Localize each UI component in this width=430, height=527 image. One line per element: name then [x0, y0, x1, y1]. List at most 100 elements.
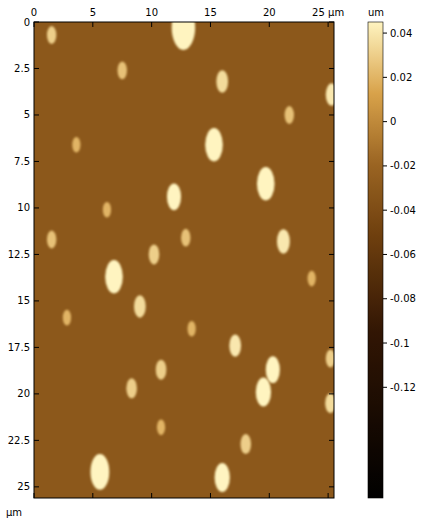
x-tick-label: 15 [204, 7, 217, 18]
particle [215, 463, 230, 492]
y-tick-label: 25 [17, 481, 30, 492]
x-tick [34, 493, 35, 498]
colorbar-tick [383, 77, 387, 78]
particle [308, 271, 316, 287]
colorbar-tick-label: -0.06 [390, 249, 416, 260]
x-tick [34, 22, 35, 27]
y-tick [329, 68, 334, 69]
particle [256, 378, 271, 407]
particle [216, 70, 228, 92]
y-tick-label: 7.5 [14, 156, 30, 167]
x-tick [328, 22, 329, 27]
particle [285, 106, 294, 124]
y-tick-label: 12.5 [8, 249, 30, 260]
x-tick [92, 493, 93, 498]
particle [47, 231, 56, 249]
y-tick [329, 440, 334, 441]
y-tick [34, 347, 39, 348]
colorbar-title: um [368, 7, 384, 18]
colorbar-tick-label: 0.04 [390, 28, 412, 39]
y-tick-label: 20 [17, 388, 30, 399]
particle [118, 61, 127, 79]
colorbar-tick [383, 254, 387, 255]
particle [90, 454, 109, 490]
particle [240, 434, 251, 454]
y-tick-label: 5 [24, 109, 30, 120]
colorbar-tick-label: -0.12 [390, 382, 416, 393]
y-tick [329, 300, 334, 301]
colorbar-tick-label: -0.02 [390, 160, 416, 171]
y-tick [34, 393, 39, 394]
x-tick-label: 25 µm [312, 7, 344, 18]
y-tick [34, 440, 39, 441]
particle [326, 83, 334, 105]
y-tick-label: 15 [17, 295, 30, 306]
particle [72, 137, 80, 153]
particle [103, 202, 111, 218]
colorbar [368, 22, 383, 498]
x-tick [269, 22, 270, 27]
colorbar-tick [383, 298, 387, 299]
x-tick-label: 0 [31, 7, 37, 18]
frame [34, 22, 334, 498]
x-tick [328, 493, 329, 498]
particle [172, 22, 196, 50]
colorbar-tick [383, 343, 387, 344]
colorbar-tick-label: 0 [390, 116, 396, 127]
y-tick [329, 254, 334, 255]
colorbar-tick [383, 210, 387, 211]
x-tick [151, 22, 152, 27]
particle [229, 334, 241, 356]
colorbar-tick-label: -0.1 [390, 338, 410, 349]
y-tick [34, 22, 39, 23]
y-tick [34, 254, 39, 255]
particle [105, 260, 123, 293]
particle [149, 244, 160, 264]
chart: 0 5 10 15 20 25 µm 0 2.5 5 7.5 10 12.5 15 17.5 20 22.5 2… [0, 0, 430, 527]
y-tick [34, 207, 39, 208]
y-axis-unit: µm [6, 507, 22, 518]
background [34, 22, 334, 498]
y-tick [329, 393, 334, 394]
particle [266, 356, 280, 383]
x-tick-label: 5 [90, 7, 96, 18]
x-tick [92, 22, 93, 27]
y-tick-label: 2.5 [14, 63, 30, 74]
particle [325, 393, 334, 413]
y-tick [329, 207, 334, 208]
y-tick-label: 0 [24, 17, 30, 28]
colorbar-tick [383, 165, 387, 166]
plot-area [34, 22, 334, 498]
particle [181, 229, 190, 247]
y-tick [34, 300, 39, 301]
x-tick-label: 20 [263, 7, 276, 18]
y-tick [34, 114, 39, 115]
x-tick [210, 493, 211, 498]
colorbar-tick [383, 33, 387, 34]
y-tick [329, 22, 334, 23]
colorbar-tick-label: 0.02 [390, 72, 412, 83]
colorbar-tick [383, 121, 387, 122]
y-tick-label: 22.5 [8, 435, 30, 446]
y-tick [34, 161, 39, 162]
colorbar-tick-label: -0.08 [390, 293, 416, 304]
y-tick-label: 10 [17, 202, 30, 213]
y-tick [34, 68, 39, 69]
particle [257, 167, 275, 200]
y-tick [329, 114, 334, 115]
y-tick-label: 17.5 [8, 342, 30, 353]
x-tick-label: 10 [145, 7, 158, 18]
particle [157, 420, 165, 436]
y-tick [329, 347, 334, 348]
particle [205, 128, 223, 161]
particle [188, 321, 196, 337]
y-tick [329, 486, 334, 487]
particle [63, 310, 71, 326]
colorbar-tick-label: -0.04 [390, 205, 416, 216]
y-tick [34, 486, 39, 487]
x-tick [151, 493, 152, 498]
y-tick [329, 161, 334, 162]
particle [47, 26, 56, 44]
particle [156, 360, 167, 380]
particle [134, 295, 146, 317]
